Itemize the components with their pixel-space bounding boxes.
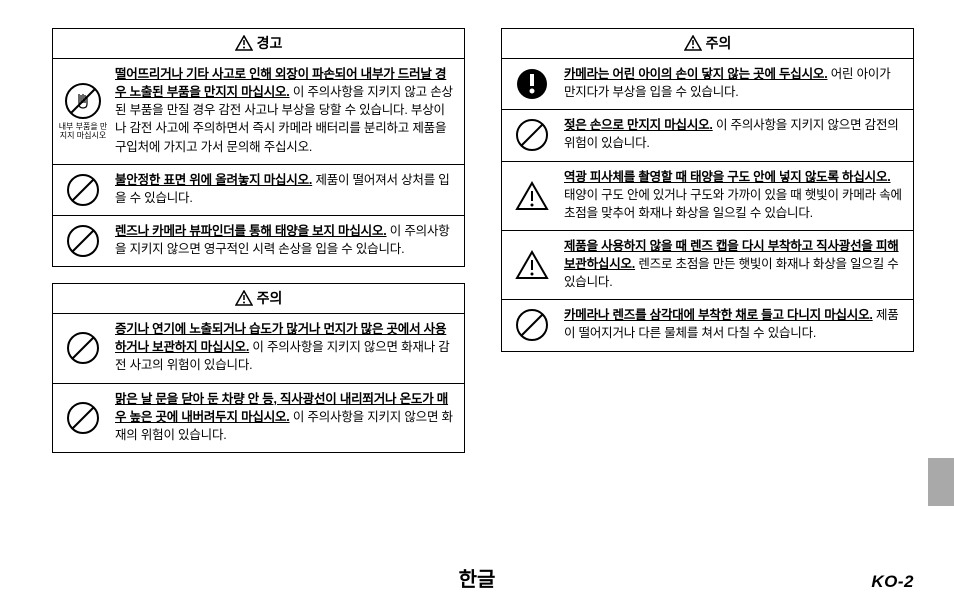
text-cell: 젖은 손으로 만지지 마십시오. 이 주의사항을 지키지 않으면 감전의 위험이… — [562, 110, 913, 160]
box-header: 주의 — [502, 29, 913, 59]
prohibit-hand-icon — [64, 82, 102, 120]
caution-box-3: 주의 카메라는 어린 아이의 손이 닿지 않는 곳에 두십시오. 어린 아이가 … — [501, 28, 914, 352]
icon-cell — [502, 110, 562, 160]
prohibit-icon — [66, 224, 100, 258]
right-column: 주의 카메라는 어린 아이의 손이 닿지 않는 곳에 두십시오. 어린 아이가 … — [501, 28, 914, 469]
warning-triangle-icon — [515, 250, 549, 280]
icon-cell — [53, 216, 113, 266]
text-cell: 역광 피사체를 촬영할 때 태양을 구도 안에 넣지 않도록 하십시오. 태양이… — [562, 162, 913, 230]
icon-cell — [502, 300, 562, 350]
warning-icon — [235, 290, 253, 306]
icon-cell — [502, 231, 562, 299]
icon-cell — [53, 314, 113, 382]
warning-icon — [235, 35, 253, 51]
warning-row: 불안정한 표면 위에 올려놓지 마십시오. 제품이 떨어져서 상처를 입을 수 … — [53, 165, 464, 216]
text-cell: 떨어뜨리거나 기타 사고로 인해 외장이 파손되어 내부가 드러날 경우 노출된… — [113, 59, 464, 164]
warning-triangle-icon — [515, 181, 549, 211]
text-cell: 맑은 날 문을 닫아 둔 차량 안 등, 직사광선이 내리쬐거나 온도가 매우 … — [113, 384, 464, 452]
prohibit-icon — [515, 118, 549, 152]
text-cell: 불안정한 표면 위에 올려놓지 마십시오. 제품이 떨어져서 상처를 입을 수 … — [113, 165, 464, 215]
text-cell: 제품을 사용하지 않을 때 렌즈 캡을 다시 부착하고 직사광선을 피해 보관하… — [562, 231, 913, 299]
caution-row: 증기나 연기에 노출되거나 습도가 많거나 먼지가 많은 곳에서 사용하거나 보… — [53, 314, 464, 383]
mandatory-icon — [515, 67, 549, 101]
caution-row: 제품을 사용하지 않을 때 렌즈 캡을 다시 부착하고 직사광선을 피해 보관하… — [502, 231, 913, 300]
text-cell: 증기나 연기에 노출되거나 습도가 많거나 먼지가 많은 곳에서 사용하거나 보… — [113, 314, 464, 382]
caution-row: 맑은 날 문을 닫아 둔 차량 안 등, 직사광선이 내리쬐거나 온도가 매우 … — [53, 384, 464, 452]
caution-row: 젖은 손으로 만지지 마십시오. 이 주의사항을 지키지 않으면 감전의 위험이… — [502, 110, 913, 161]
page-content: 경고 내부 부품을 만지지 마십시오 떨어뜨리거나 기타 사고로 인해 외장이 … — [0, 0, 954, 469]
caution-box-2: 주의 증기나 연기에 노출되거나 습도가 많거나 먼지가 많은 곳에서 사용하거… — [52, 283, 465, 453]
text-cell: 렌즈나 카메라 뷰파인더를 통해 태양을 보지 마십시오. 이 주의사항을 지키… — [113, 216, 464, 266]
page-number: KO-2 — [871, 572, 914, 592]
icon-cell: 내부 부품을 만지지 마십시오 — [53, 59, 113, 164]
side-tab — [928, 458, 954, 506]
warning-icon — [684, 35, 702, 51]
page-footer: 한글 KO-2 — [0, 563, 954, 592]
caution-row: 카메라는 어린 아이의 손이 닿지 않는 곳에 두십시오. 어린 아이가 만지다… — [502, 59, 913, 110]
box-title: 경고 — [257, 33, 283, 53]
caution-row: 역광 피사체를 촬영할 때 태양을 구도 안에 넣지 않도록 하십시오. 태양이… — [502, 162, 913, 231]
left-column: 경고 내부 부품을 만지지 마십시오 떨어뜨리거나 기타 사고로 인해 외장이 … — [52, 28, 465, 469]
box-title: 주의 — [257, 288, 283, 308]
icon-cell — [53, 165, 113, 215]
text-cell: 카메라나 렌즈를 삼각대에 부착한 채로 들고 다니지 마십시오. 제품이 떨어… — [562, 300, 913, 350]
icon-cell — [502, 59, 562, 109]
prohibit-icon — [66, 331, 100, 365]
warning-row: 내부 부품을 만지지 마십시오 떨어뜨리거나 기타 사고로 인해 외장이 파손되… — [53, 59, 464, 165]
prohibit-icon — [66, 173, 100, 207]
icon-cell — [53, 384, 113, 452]
footer-language: 한글 — [459, 563, 496, 592]
box-header: 주의 — [53, 284, 464, 314]
prohibit-icon — [515, 308, 549, 342]
icon-caption: 내부 부품을 만지지 마십시오 — [57, 122, 109, 141]
box-header: 경고 — [53, 29, 464, 59]
box-title: 주의 — [706, 33, 732, 53]
icon-cell — [502, 162, 562, 230]
caution-row: 카메라나 렌즈를 삼각대에 부착한 채로 들고 다니지 마십시오. 제품이 떨어… — [502, 300, 913, 350]
warning-row: 렌즈나 카메라 뷰파인더를 통해 태양을 보지 마십시오. 이 주의사항을 지키… — [53, 216, 464, 266]
prohibit-icon — [66, 401, 100, 435]
warning-box-1: 경고 내부 부품을 만지지 마십시오 떨어뜨리거나 기타 사고로 인해 외장이 … — [52, 28, 465, 267]
text-cell: 카메라는 어린 아이의 손이 닿지 않는 곳에 두십시오. 어린 아이가 만지다… — [562, 59, 913, 109]
